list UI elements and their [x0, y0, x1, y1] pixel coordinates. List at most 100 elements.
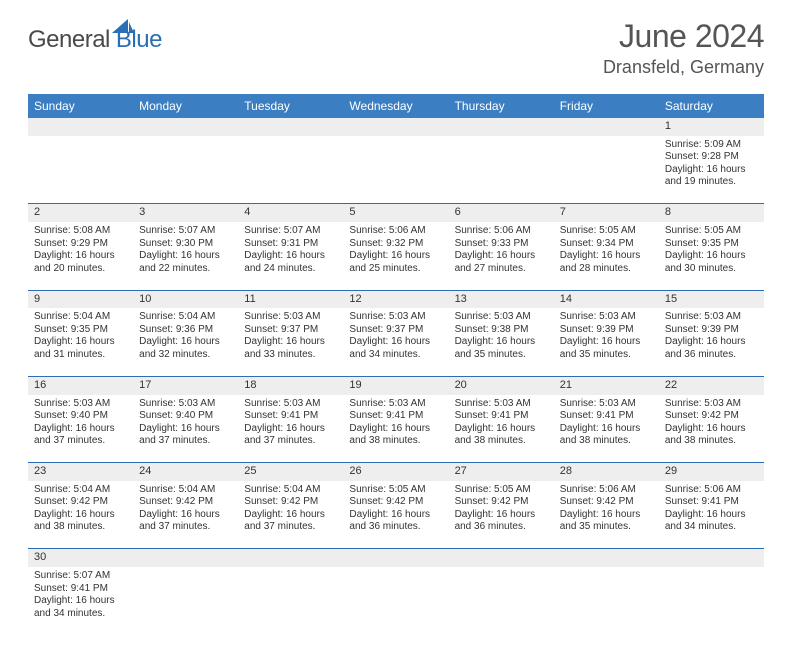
- daylight-text: Daylight: 16 hours and 20 minutes.: [34, 250, 127, 275]
- daylight-text: Daylight: 16 hours and 22 minutes.: [139, 250, 232, 275]
- weekday-header-row: Sunday Monday Tuesday Wednesday Thursday…: [28, 94, 764, 118]
- sunset-text: Sunset: 9:39 PM: [560, 324, 653, 337]
- daylight-text: Daylight: 16 hours and 27 minutes.: [455, 250, 548, 275]
- day-number-cell: [554, 549, 659, 567]
- sunrise-text: Sunrise: 5:03 AM: [455, 311, 548, 324]
- sunset-text: Sunset: 9:33 PM: [455, 238, 548, 251]
- sunset-text: Sunset: 9:36 PM: [139, 324, 232, 337]
- calendar-day-cell: Sunrise: 5:03 AMSunset: 9:40 PMDaylight:…: [133, 395, 238, 463]
- calendar-day-cell: Sunrise: 5:03 AMSunset: 9:39 PMDaylight:…: [554, 308, 659, 376]
- sunset-text: Sunset: 9:35 PM: [665, 238, 758, 251]
- day-number-cell: 9: [28, 290, 133, 308]
- sunrise-text: Sunrise: 5:03 AM: [665, 311, 758, 324]
- day-number-cell: 27: [449, 463, 554, 481]
- day-number-cell: 10: [133, 290, 238, 308]
- sunset-text: Sunset: 9:30 PM: [139, 238, 232, 251]
- calendar-day-cell: Sunrise: 5:04 AMSunset: 9:42 PMDaylight:…: [28, 481, 133, 549]
- sunrise-text: Sunrise: 5:04 AM: [244, 484, 337, 497]
- daylight-text: Daylight: 16 hours and 37 minutes.: [34, 423, 127, 448]
- daynum-row: 9101112131415: [28, 290, 764, 308]
- calendar-day-cell: Sunrise: 5:03 AMSunset: 9:41 PMDaylight:…: [554, 395, 659, 463]
- day-number-cell: 6: [449, 204, 554, 222]
- daynum-row: 16171819202122: [28, 376, 764, 394]
- calendar-week-row: Sunrise: 5:04 AMSunset: 9:35 PM Daylight:…: [28, 308, 764, 376]
- day-number-cell: 15: [659, 290, 764, 308]
- sunrise-text: Sunrise: 5:03 AM: [34, 398, 127, 411]
- sunrise-text: Sunrise: 5:03 AM: [560, 398, 653, 411]
- sunrise-text: Sunrise: 5:03 AM: [349, 398, 442, 411]
- daylight-text: Daylight: 16 hours and 38 minutes.: [455, 423, 548, 448]
- day-number-cell: [659, 549, 764, 567]
- calendar-day-cell: Sunrise: 5:04 AMSunset: 9:36 PMDaylight:…: [133, 308, 238, 376]
- sunset-text: Sunset: 9:40 PM: [34, 410, 127, 423]
- daylight-text: Daylight: 16 hours and 38 minutes.: [349, 423, 442, 448]
- daylight-text: Daylight: 16 hours and 38 minutes.: [34, 509, 127, 534]
- sunset-text: Sunset: 9:41 PM: [560, 410, 653, 423]
- calendar-day-cell: Sunrise: 5:05 AMSunset: 9:42 PMDaylight:…: [449, 481, 554, 549]
- day-number-cell: 7: [554, 204, 659, 222]
- sunset-text: Sunset: 9:29 PM: [34, 238, 127, 251]
- calendar-day-cell: [343, 567, 448, 635]
- daylight-text: Daylight: 16 hours and 28 minutes.: [560, 250, 653, 275]
- day-number-cell: 23: [28, 463, 133, 481]
- weekday-header: Monday: [133, 94, 238, 118]
- sunrise-text: Sunrise: 5:06 AM: [455, 225, 548, 238]
- day-number-cell: 28: [554, 463, 659, 481]
- sunrise-text: Sunrise: 5:03 AM: [244, 398, 337, 411]
- weekday-header: Saturday: [659, 94, 764, 118]
- day-number-cell: 22: [659, 376, 764, 394]
- sunrise-text: Sunrise: 5:04 AM: [34, 311, 127, 324]
- sunset-text: Sunset: 9:35 PM: [34, 324, 127, 337]
- daylight-text: Daylight: 16 hours and 37 minutes.: [244, 423, 337, 448]
- sunset-text: Sunset: 9:41 PM: [455, 410, 548, 423]
- calendar-day-cell: Sunrise: 5:04 AMSunset: 9:42 PMDaylight:…: [238, 481, 343, 549]
- sunset-text: Sunset: 9:41 PM: [665, 496, 758, 509]
- daylight-text: Daylight: 16 hours and 35 minutes.: [455, 336, 548, 361]
- calendar-week-row: Sunrise: 5:03 AMSunset: 9:40 PMDaylight:…: [28, 395, 764, 463]
- day-number-cell: 18: [238, 376, 343, 394]
- calendar-day-cell: [343, 136, 448, 204]
- calendar-day-cell: [449, 567, 554, 635]
- daylight-text: Daylight: 16 hours and 36 minutes.: [349, 509, 442, 534]
- weekday-header: Sunday: [28, 94, 133, 118]
- day-number-cell: [343, 549, 448, 567]
- calendar-day-cell: [554, 567, 659, 635]
- calendar-day-cell: Sunrise: 5:07 AMSunset: 9:30 PMDaylight:…: [133, 222, 238, 290]
- sunrise-text: Sunrise: 5:09 AM: [665, 139, 758, 152]
- calendar-day-cell: Sunrise: 5:04 AMSunset: 9:35 PMDaylight:…: [28, 308, 133, 376]
- day-number-cell: 14: [554, 290, 659, 308]
- page-header: General Blue June 2024 Dransfeld, German…: [28, 18, 764, 88]
- calendar-day-cell: Sunrise: 5:06 AMSunset: 9:32 PMDaylight:…: [343, 222, 448, 290]
- daynum-row: 2345678: [28, 204, 764, 222]
- day-number-cell: [238, 118, 343, 136]
- logo-text-general: General: [28, 26, 110, 54]
- sunset-text: Sunset: 9:40 PM: [139, 410, 232, 423]
- sunset-text: Sunset: 9:41 PM: [34, 583, 127, 596]
- sunset-text: Sunset: 9:37 PM: [349, 324, 442, 337]
- page-title: June 2024: [603, 18, 764, 55]
- sunrise-text: Sunrise: 5:07 AM: [34, 570, 127, 583]
- sunset-text: Sunset: 9:42 PM: [34, 496, 127, 509]
- sunset-text: Sunset: 9:42 PM: [455, 496, 548, 509]
- daynum-row: 30: [28, 549, 764, 567]
- sunrise-text: Sunrise: 5:06 AM: [560, 484, 653, 497]
- daylight-text: Daylight: 16 hours and 32 minutes.: [139, 336, 232, 361]
- daylight-text: Daylight: 16 hours and 33 minutes.: [244, 336, 337, 361]
- day-number-cell: 17: [133, 376, 238, 394]
- calendar-day-cell: Sunrise: 5:03 AMSunset: 9:38 PMDaylight:…: [449, 308, 554, 376]
- day-number-cell: [133, 118, 238, 136]
- daynum-row: 23242526272829: [28, 463, 764, 481]
- daylight-text: Daylight: 16 hours and 19 minutes.: [665, 164, 758, 189]
- calendar-week-row: Sunrise: 5:09 AMSunset: 9:28 PMDaylight:…: [28, 136, 764, 204]
- sunrise-text: Sunrise: 5:06 AM: [665, 484, 758, 497]
- calendar-day-cell: Sunrise: 5:09 AMSunset: 9:28 PMDaylight:…: [659, 136, 764, 204]
- sunrise-text: Sunrise: 5:05 AM: [349, 484, 442, 497]
- weekday-header: Wednesday: [343, 94, 448, 118]
- day-number-cell: 4: [238, 204, 343, 222]
- daylight-text: Daylight: 16 hours and 37 minutes.: [139, 509, 232, 534]
- daylight-text: Daylight: 16 hours and 25 minutes.: [349, 250, 442, 275]
- calendar-day-cell: Sunrise: 5:03 AMSunset: 9:37 PMDaylight:…: [343, 308, 448, 376]
- day-number-cell: [28, 118, 133, 136]
- sunrise-text: Sunrise: 5:03 AM: [665, 398, 758, 411]
- day-number-cell: 19: [343, 376, 448, 394]
